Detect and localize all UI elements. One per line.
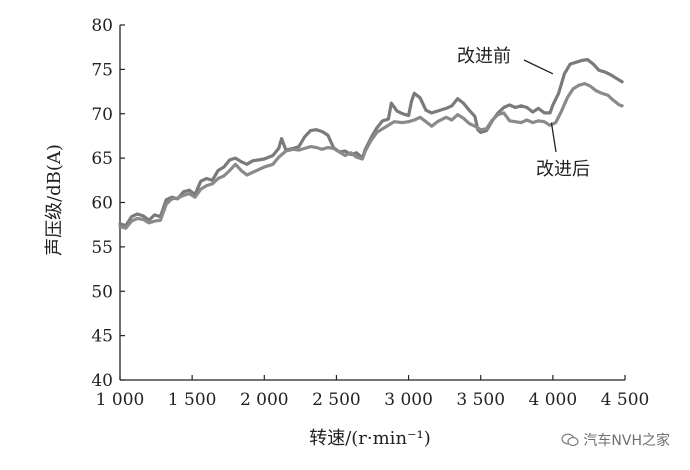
x-tick-label: 3 000 — [384, 390, 433, 410]
y-tick-label: 70 — [91, 105, 113, 125]
wechat-icon — [561, 433, 580, 447]
series-line-before — [118, 58, 624, 228]
y-tick-label: 65 — [91, 149, 113, 169]
y-tick-label: 50 — [91, 282, 113, 302]
annotation-leader-0 — [523, 59, 554, 75]
annotation-leader-1 — [550, 122, 557, 153]
series-label: 改进后 — [536, 159, 590, 180]
series-lines — [118, 58, 624, 230]
y-tick-label: 75 — [91, 60, 113, 80]
x-axis-title: 转速/(r·min⁻¹) — [309, 428, 431, 449]
x-tick-label: 2 000 — [240, 390, 289, 410]
x-tick-label: 4 000 — [529, 390, 578, 410]
y-tick-label: 40 — [91, 371, 113, 391]
axes — [119, 25, 625, 381]
y-axis-title: 声压级/dB(A) — [44, 144, 65, 256]
x-tick-label: 1 500 — [168, 390, 217, 410]
series-line-after — [118, 82, 624, 230]
x-tick-label: 4 500 — [601, 390, 650, 410]
y-axis-ticks: 40 45 50 55 60 65 70 75 80 — [91, 16, 125, 391]
watermark-text: 汽车NVH之家 — [583, 433, 670, 449]
series-label: 改进前 — [457, 46, 511, 67]
y-tick-label: 45 — [91, 327, 113, 347]
y-tick-label: 60 — [91, 194, 113, 214]
y-tick-label: 55 — [91, 238, 113, 258]
y-tick-label: 80 — [91, 16, 113, 36]
x-axis-ticks: 1 000 1 500 2 000 2 500 3 000 3 500 4 000 4 500 — [96, 375, 650, 410]
watermark: 汽车NVH之家 — [561, 430, 670, 450]
x-tick-label: 1 000 — [96, 390, 145, 410]
x-tick-label: 2 500 — [312, 390, 361, 410]
x-tick-label: 3 500 — [456, 390, 505, 410]
